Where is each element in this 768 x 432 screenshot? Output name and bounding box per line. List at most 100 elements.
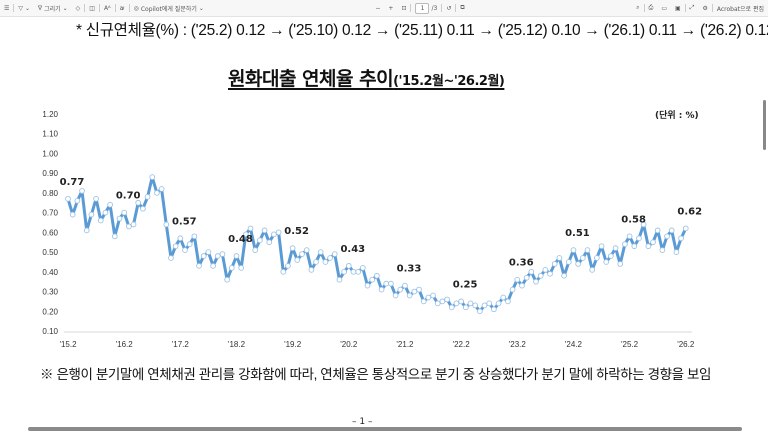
data-point (556, 255, 563, 261)
data-point (219, 251, 226, 257)
page-number: – 1 – (352, 417, 373, 427)
horizontal-scrollbar[interactable] (28, 427, 742, 431)
data-point (303, 247, 310, 253)
data-label: 0.51 (565, 228, 590, 239)
fullscreen-button[interactable]: ⤢ (686, 4, 699, 12)
fit-page-button[interactable]: ⊡ (397, 5, 410, 12)
data-point (640, 221, 647, 228)
save-as-button[interactable]: ▣ (671, 5, 685, 12)
y-tick-label: 1.20 (42, 110, 58, 119)
page-view-button[interactable]: ◫ (85, 5, 99, 12)
data-point (659, 247, 666, 253)
y-tick-label: 0.40 (42, 268, 58, 277)
data-point (345, 263, 352, 269)
x-tick-label: '18.2 (228, 340, 246, 349)
page-number-input[interactable]: 1 (415, 2, 430, 14)
settings-icon: ⚙ (702, 4, 708, 12)
data-point (411, 288, 418, 295)
data-point (491, 306, 497, 313)
settings-button[interactable]: ⚙ (698, 5, 711, 12)
y-tick-label: 0.10 (42, 327, 58, 336)
zoom-in-button[interactable]: + (388, 4, 394, 12)
immersive-reader-button[interactable]: ꜹ (116, 5, 129, 12)
x-tick-label: '25.2 (621, 340, 639, 349)
data-point (322, 259, 329, 265)
data-point (341, 268, 347, 275)
data-point (402, 282, 408, 289)
data-point (294, 257, 301, 263)
data-point (453, 300, 460, 307)
divider (643, 4, 645, 12)
draw-button[interactable]: ∇ 그리기 ⌄ (34, 4, 72, 13)
print-button[interactable]: ⎙ (645, 4, 658, 12)
data-label: 0.70 (116, 191, 141, 202)
chevron-down-icon: ⌄ (25, 4, 31, 12)
immersive-reader-icon: ꜹ (119, 4, 125, 12)
text-size-button[interactable]: Aᴬ (100, 5, 115, 12)
x-tick-label: '20.2 (340, 340, 358, 349)
data-point (383, 280, 390, 287)
data-point (542, 266, 549, 273)
search-button[interactable]: ⌕ (632, 4, 643, 12)
data-point (448, 304, 455, 311)
data-point (69, 211, 76, 218)
data-point (458, 298, 464, 305)
data-point (654, 227, 661, 234)
zoom-out-button[interactable]: − (375, 4, 381, 12)
data-point (196, 263, 202, 269)
data-point (182, 247, 188, 253)
data-point (102, 209, 109, 216)
data-point (416, 286, 422, 293)
new-delinquency-note: * 신규연체율(%) : ('25.2) 0.12 → ('25.10) 0.1… (76, 22, 768, 39)
data-point (519, 282, 525, 289)
save-button[interactable]: ▭ (657, 5, 671, 12)
two-page-button[interactable]: ⧉ (456, 4, 468, 12)
acrobat-edit-button[interactable]: Acrobat으로 편집 (716, 5, 764, 13)
highlight-button[interactable]: ▽ ⌄ (14, 5, 34, 12)
data-point (523, 274, 530, 281)
data-point (299, 251, 305, 257)
data-point (266, 239, 273, 246)
data-point (177, 235, 184, 242)
data-point (608, 253, 614, 259)
data-point (350, 268, 357, 275)
data-point (186, 241, 193, 248)
data-point (317, 249, 324, 255)
data-point (584, 247, 591, 253)
data-label: 0.36 (509, 258, 534, 269)
data-point (308, 266, 315, 273)
list-icon: ☰ (4, 4, 10, 12)
print-icon: ⎙ (648, 4, 654, 11)
data-point (280, 268, 287, 275)
data-label: 0.58 (621, 214, 646, 225)
save-icon: ▭ (661, 4, 667, 12)
data-point (678, 235, 684, 242)
rotate-button[interactable]: ↺ (442, 5, 455, 12)
data-point (645, 243, 652, 250)
y-tick-label: 0.60 (42, 228, 58, 237)
y-tick-label: 0.20 (42, 307, 58, 316)
x-tick-label: '19.2 (284, 340, 302, 349)
data-point (481, 302, 488, 309)
data-point (355, 268, 362, 275)
divider (410, 4, 412, 12)
data-point (476, 308, 483, 315)
data-point (514, 276, 521, 283)
data-point (570, 247, 577, 253)
data-point (74, 197, 81, 204)
copilot-button[interactable]: ◎ Copilot에게 질문하기 ⌄ (130, 4, 208, 13)
contents-button[interactable]: ☰ (0, 5, 13, 12)
data-point (589, 266, 596, 273)
data-label: 0.43 (340, 244, 365, 255)
data-label: 0.25 (453, 279, 478, 290)
save-as-icon: ▣ (674, 4, 681, 12)
eraser-button[interactable]: ◇ (72, 5, 85, 12)
data-label: 0.62 (677, 206, 702, 217)
search-icon: ⌕ (636, 4, 640, 11)
vertical-scrollbar[interactable] (763, 100, 766, 150)
y-tick-label: 1.10 (42, 130, 58, 139)
data-point (617, 261, 624, 267)
eraser-icon: ◇ (75, 4, 81, 12)
fit-page-icon: ⊡ (401, 4, 407, 12)
